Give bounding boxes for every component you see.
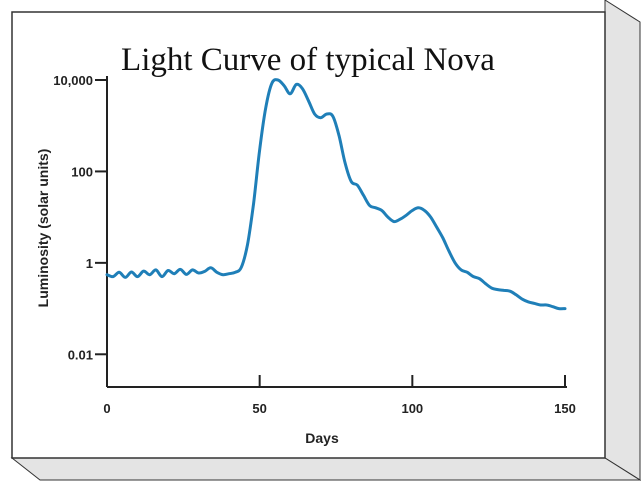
x-tick-label: 100 bbox=[401, 401, 423, 416]
panel-side-face bbox=[604, 0, 641, 481]
y-tick-label: 1 bbox=[86, 256, 93, 271]
x-tick-label: 50 bbox=[252, 401, 266, 416]
y-tick-label: 0.01 bbox=[68, 347, 93, 362]
series-line-luminosity bbox=[105, 78, 567, 311]
panel-front-face bbox=[11, 11, 606, 459]
y-tick-label: 100 bbox=[71, 164, 93, 179]
panel-bottom-face bbox=[10, 457, 641, 481]
chart-title: Light Curve of typical Nova bbox=[121, 42, 495, 78]
chart-axes bbox=[106, 76, 567, 388]
chart-ticks: 0.01 1 100 10,000 0 50 100 150 bbox=[53, 73, 576, 416]
y-axis-label: Luminosity (solar units) bbox=[35, 149, 51, 308]
x-axis-label: Days bbox=[305, 430, 339, 446]
x-tick-label: 0 bbox=[103, 401, 110, 416]
x-tick-label: 150 bbox=[554, 401, 576, 416]
y-tick-label: 10,000 bbox=[53, 73, 93, 88]
